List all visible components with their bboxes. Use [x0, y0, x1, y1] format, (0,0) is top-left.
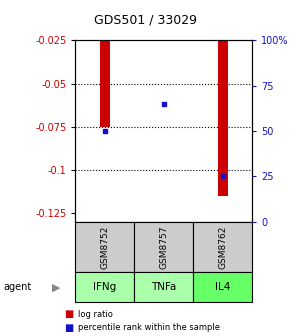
- Text: percentile rank within the sample: percentile rank within the sample: [78, 323, 220, 332]
- Bar: [99, 40, 110, 127]
- Bar: [218, 40, 228, 196]
- Text: GSM8752: GSM8752: [100, 225, 109, 269]
- Text: GSM8757: GSM8757: [159, 225, 168, 269]
- Text: agent: agent: [3, 282, 31, 292]
- Text: GDS501 / 33029: GDS501 / 33029: [93, 14, 197, 27]
- Text: IFNg: IFNg: [93, 282, 117, 292]
- Bar: [75, 272, 134, 302]
- Text: ▶: ▶: [52, 282, 61, 292]
- Bar: [75, 222, 134, 272]
- Text: IL4: IL4: [215, 282, 231, 292]
- Text: ■: ■: [64, 323, 73, 333]
- Bar: [193, 222, 252, 272]
- Text: TNFa: TNFa: [151, 282, 177, 292]
- Bar: [134, 272, 193, 302]
- Text: log ratio: log ratio: [78, 310, 113, 319]
- Text: GSM8762: GSM8762: [218, 225, 227, 269]
- Bar: [134, 222, 193, 272]
- Text: ■: ■: [64, 309, 73, 319]
- Bar: [193, 272, 252, 302]
